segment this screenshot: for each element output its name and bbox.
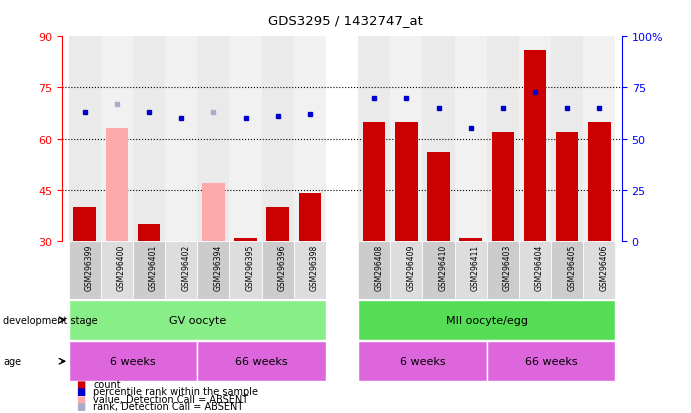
Bar xyxy=(455,242,486,299)
Bar xyxy=(294,37,326,242)
Bar xyxy=(358,242,390,299)
Text: rank, Detection Call = ABSENT: rank, Detection Call = ABSENT xyxy=(93,401,243,411)
Bar xyxy=(422,37,455,242)
Bar xyxy=(422,242,455,299)
Bar xyxy=(519,242,551,299)
Text: GSM296409: GSM296409 xyxy=(406,244,415,291)
Text: development stage: development stage xyxy=(3,315,98,325)
Bar xyxy=(229,242,262,299)
Text: GSM296396: GSM296396 xyxy=(278,244,287,291)
Text: GSM296405: GSM296405 xyxy=(567,244,576,291)
Text: 6 weeks: 6 weeks xyxy=(399,356,445,366)
Bar xyxy=(68,342,198,381)
Bar xyxy=(363,122,386,242)
Bar xyxy=(455,37,486,242)
Bar xyxy=(198,342,326,381)
Bar xyxy=(551,242,583,299)
Text: GSM296401: GSM296401 xyxy=(149,244,158,291)
Bar xyxy=(101,37,133,242)
Text: GSM296408: GSM296408 xyxy=(375,244,384,291)
Text: ■: ■ xyxy=(76,401,85,411)
Bar xyxy=(198,37,229,242)
Bar xyxy=(460,238,482,242)
Bar xyxy=(491,133,514,242)
Text: GDS3295 / 1432747_at: GDS3295 / 1432747_at xyxy=(268,14,423,27)
Text: age: age xyxy=(3,356,21,366)
Bar xyxy=(390,37,422,242)
Text: 66 weeks: 66 weeks xyxy=(525,356,578,366)
Bar xyxy=(524,51,547,242)
Bar xyxy=(234,238,257,242)
Text: GSM296394: GSM296394 xyxy=(214,244,223,291)
Text: GSM296411: GSM296411 xyxy=(471,244,480,290)
Bar xyxy=(106,129,128,242)
Bar xyxy=(262,37,294,242)
Bar xyxy=(358,342,486,381)
Bar xyxy=(427,153,450,242)
Bar xyxy=(326,242,358,299)
Bar xyxy=(202,184,225,242)
Bar xyxy=(133,37,165,242)
Text: GSM296403: GSM296403 xyxy=(503,244,512,291)
Bar xyxy=(358,37,390,242)
Bar xyxy=(165,37,198,242)
Bar xyxy=(486,242,519,299)
Text: 6 weeks: 6 weeks xyxy=(110,356,155,366)
Text: GSM296404: GSM296404 xyxy=(535,244,544,291)
Bar xyxy=(198,242,229,299)
Bar xyxy=(588,122,611,242)
Bar xyxy=(486,342,616,381)
Bar xyxy=(267,208,289,242)
Bar xyxy=(390,242,422,299)
Text: GSM296402: GSM296402 xyxy=(181,244,190,291)
Text: MII oocyte/egg: MII oocyte/egg xyxy=(446,315,528,325)
Bar xyxy=(262,242,294,299)
Bar xyxy=(138,225,160,242)
Text: ■: ■ xyxy=(76,394,85,404)
Bar xyxy=(101,242,133,299)
Bar xyxy=(229,37,262,242)
Bar xyxy=(395,122,417,242)
Bar xyxy=(358,300,616,340)
Text: GSM296410: GSM296410 xyxy=(439,244,448,291)
Bar xyxy=(486,37,519,242)
Bar xyxy=(68,242,101,299)
Bar xyxy=(133,242,165,299)
Bar xyxy=(68,37,101,242)
Bar xyxy=(519,37,551,242)
Text: GSM296395: GSM296395 xyxy=(245,244,254,291)
Text: GSM296399: GSM296399 xyxy=(85,244,94,291)
Bar xyxy=(583,37,616,242)
Bar xyxy=(73,208,96,242)
Text: count: count xyxy=(93,379,121,389)
Text: ■: ■ xyxy=(76,387,85,396)
Text: GSM296400: GSM296400 xyxy=(117,244,126,291)
Bar xyxy=(551,37,583,242)
Bar xyxy=(68,300,326,340)
Text: percentile rank within the sample: percentile rank within the sample xyxy=(93,387,258,396)
Bar xyxy=(556,133,578,242)
Text: GSM296406: GSM296406 xyxy=(599,244,608,291)
Text: GSM296398: GSM296398 xyxy=(310,244,319,291)
Bar xyxy=(299,194,321,242)
Text: GV oocyte: GV oocyte xyxy=(169,315,226,325)
Text: 66 weeks: 66 weeks xyxy=(236,356,288,366)
Bar xyxy=(583,242,616,299)
Text: ■: ■ xyxy=(76,379,85,389)
Text: value, Detection Call = ABSENT: value, Detection Call = ABSENT xyxy=(93,394,248,404)
Bar xyxy=(294,242,326,299)
Bar xyxy=(165,242,198,299)
